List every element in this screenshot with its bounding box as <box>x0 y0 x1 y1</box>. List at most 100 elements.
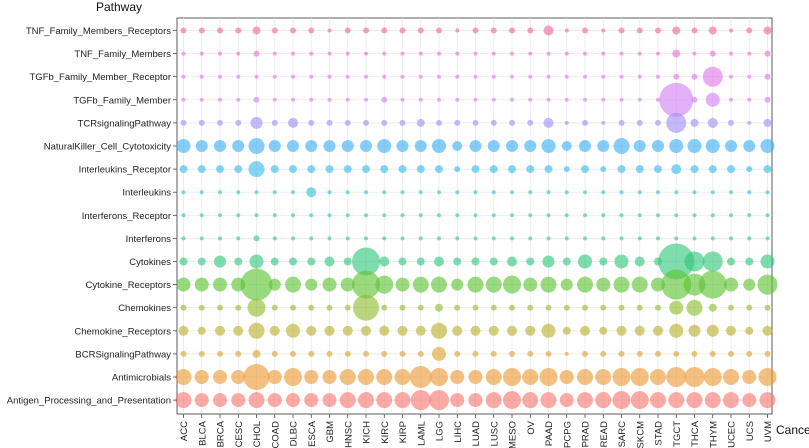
bubble-point <box>705 139 720 153</box>
bubble-point <box>217 27 223 34</box>
bubble-point <box>363 350 369 357</box>
bubble-point <box>395 277 410 292</box>
bubble-point <box>252 26 261 35</box>
bubble-point <box>217 350 223 357</box>
bubble-point <box>417 304 424 311</box>
bubble-point <box>286 393 300 408</box>
bubble-point <box>577 369 593 385</box>
bubble-point <box>618 119 625 126</box>
bubble-point <box>525 325 536 336</box>
bubble-point <box>437 236 441 241</box>
bubble-point <box>398 257 407 266</box>
bubble-point <box>559 393 574 408</box>
bubble-point <box>473 51 478 56</box>
x-tick-label: BLCA <box>197 420 208 445</box>
bubble-point <box>307 257 316 266</box>
bubble-point <box>764 350 771 357</box>
bubble-point <box>583 97 587 102</box>
bubble-point <box>181 97 186 102</box>
bubble-point <box>650 369 666 385</box>
bubble-point <box>583 190 587 195</box>
y-tick-label: BCRSignalingPathway <box>75 349 171 360</box>
bubble-point <box>612 391 631 410</box>
x-tick-label: COAD <box>270 421 281 448</box>
bubble-point <box>727 257 735 266</box>
bubble-point <box>344 27 351 34</box>
bubble-point <box>326 304 333 311</box>
bubble-point <box>691 350 698 357</box>
bubble-point <box>381 350 388 357</box>
bubble-point <box>451 278 464 291</box>
bubble-point <box>691 27 698 34</box>
bubble-point <box>306 187 317 198</box>
bubble-point <box>454 166 461 173</box>
bubble-point <box>601 213 606 218</box>
bubble-point <box>450 393 465 408</box>
bubble-point <box>364 236 368 241</box>
bubble-point <box>563 304 570 311</box>
bubble-point <box>179 165 188 174</box>
bubble-point <box>180 350 187 357</box>
bubble-point <box>619 190 624 195</box>
bubble-point <box>763 26 772 35</box>
bubble-point <box>455 28 460 33</box>
bubble-point <box>327 28 332 33</box>
bubble-point <box>765 213 770 218</box>
bubble-point <box>564 190 569 195</box>
x-tick-label: UCEC <box>727 421 738 448</box>
bubble-point <box>268 278 281 291</box>
bubble-point <box>432 346 446 361</box>
bubble-point <box>399 304 406 311</box>
bubble-point <box>253 235 260 242</box>
bubble-point <box>729 97 733 102</box>
bubble-point <box>218 51 222 56</box>
bubble-point <box>267 393 282 408</box>
bubble-point <box>528 190 533 195</box>
bubble-point <box>507 325 517 336</box>
bubble-point <box>254 74 259 79</box>
bubble-point <box>399 119 406 126</box>
bubble-point <box>508 165 516 174</box>
bubble-point <box>381 119 388 126</box>
bubble-point <box>327 213 332 218</box>
bubble-point <box>541 323 556 338</box>
bubble-point <box>272 97 277 102</box>
bubble-point <box>471 257 480 266</box>
bubble-point <box>364 190 368 195</box>
bubble-point <box>291 51 295 56</box>
bubble-point <box>181 236 186 241</box>
bubble-point <box>601 28 606 33</box>
bubble-point <box>216 165 224 174</box>
bubble-point <box>249 254 264 269</box>
bubble-point <box>289 257 297 266</box>
bubble-point <box>304 393 319 408</box>
bubble-point <box>510 190 514 195</box>
bubble-point <box>327 51 332 56</box>
bubble-point <box>400 97 405 102</box>
bubble-point <box>284 368 302 386</box>
bubble-point <box>248 138 265 154</box>
x-tick-label: THCA <box>690 420 701 447</box>
bubble-point <box>345 74 350 79</box>
bubble-point <box>416 257 425 266</box>
bubble-point <box>235 304 242 311</box>
bubble-point <box>503 391 521 410</box>
x-tick-label: GBM <box>325 421 336 443</box>
bubble-point <box>272 190 277 195</box>
bubble-point <box>430 368 448 386</box>
bubble-point <box>248 161 265 178</box>
bubble-point <box>305 140 318 152</box>
bubble-point <box>339 392 356 409</box>
bubble-point <box>488 325 499 336</box>
bubble-point <box>510 236 514 241</box>
x-tick-label: DLBC <box>289 421 300 446</box>
y-tick-label: Chemokine_Receptors <box>74 326 171 337</box>
bubble-point <box>674 190 679 195</box>
bubble-point <box>729 51 733 56</box>
bubble-point <box>382 74 387 79</box>
bubble-point <box>742 370 757 384</box>
bubble-point <box>431 276 447 293</box>
bubble-point <box>252 349 261 358</box>
bubble-point <box>431 322 447 339</box>
